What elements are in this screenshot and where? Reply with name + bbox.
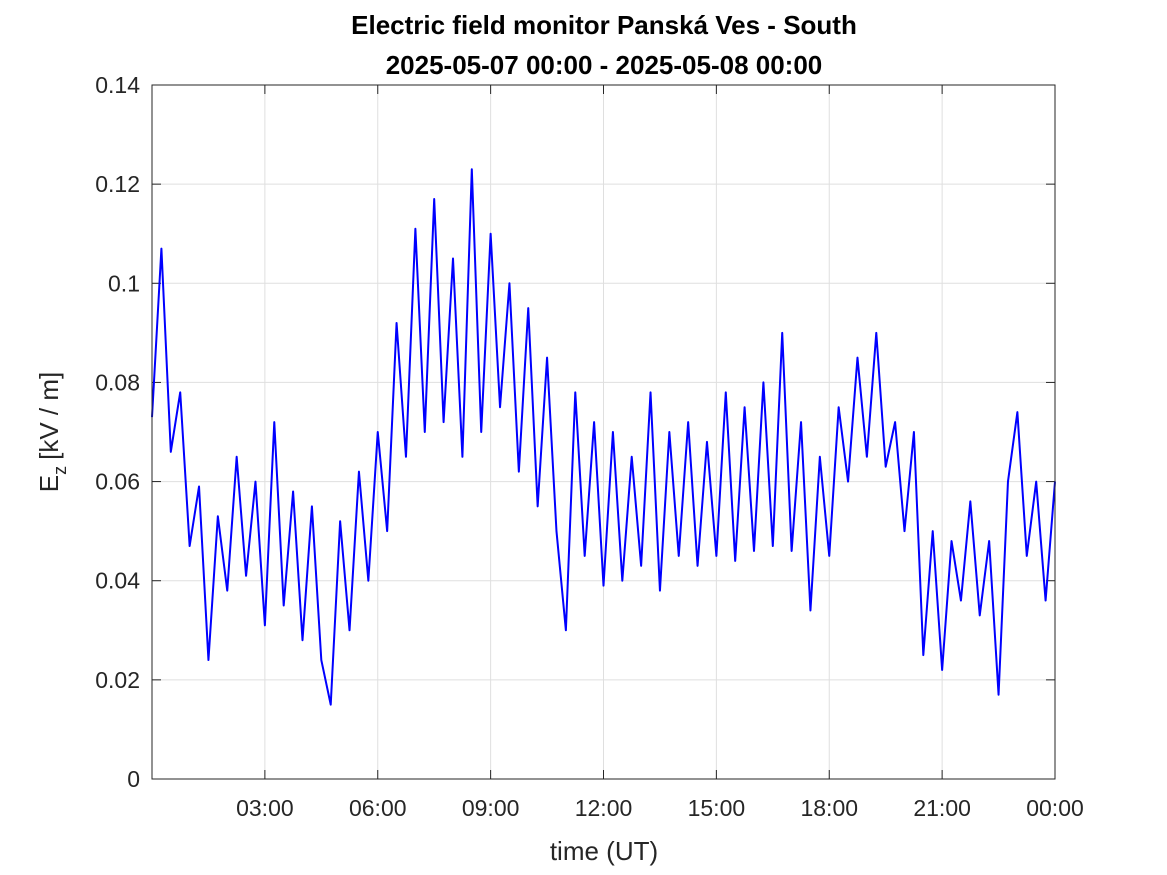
x-tick-label: 21:00 (913, 795, 971, 821)
y-tick-label: 0.14 (95, 72, 140, 98)
x-tick-label: 00:00 (1026, 795, 1084, 821)
y-tick-label: 0.06 (95, 469, 140, 495)
x-tick-label: 03:00 (236, 795, 294, 821)
x-tick-label: 09:00 (462, 795, 520, 821)
y-tick-label: 0.12 (95, 171, 140, 197)
y-axis-label: Ez [kV / m] (34, 372, 70, 492)
data-line (151, 168, 1056, 706)
chart-title: Electric field monitor Panská Ves - Sout… (351, 10, 857, 40)
y-tick-label: 0.04 (95, 568, 140, 594)
y-label-unit: [kV / m] (34, 372, 64, 460)
x-tick-label: 06:00 (349, 795, 407, 821)
plot-frame (151, 84, 1056, 780)
chart-subtitle: 2025-05-07 00:00 - 2025-05-08 00:00 (386, 50, 823, 80)
x-axis-label: time (UT) (550, 836, 658, 866)
x-tick-label: 15:00 (688, 795, 746, 821)
x-tick-label: 12:00 (575, 795, 633, 821)
y-label-main: E (34, 475, 64, 492)
y-tick-label: 0 (127, 766, 140, 792)
x-tick-label: 18:00 (800, 795, 858, 821)
y-tick-label: 0.02 (95, 667, 140, 693)
y-tick-label: 0.1 (108, 270, 140, 296)
y-tick-label: 0.08 (95, 369, 140, 395)
y-label-sub: z (50, 466, 70, 475)
